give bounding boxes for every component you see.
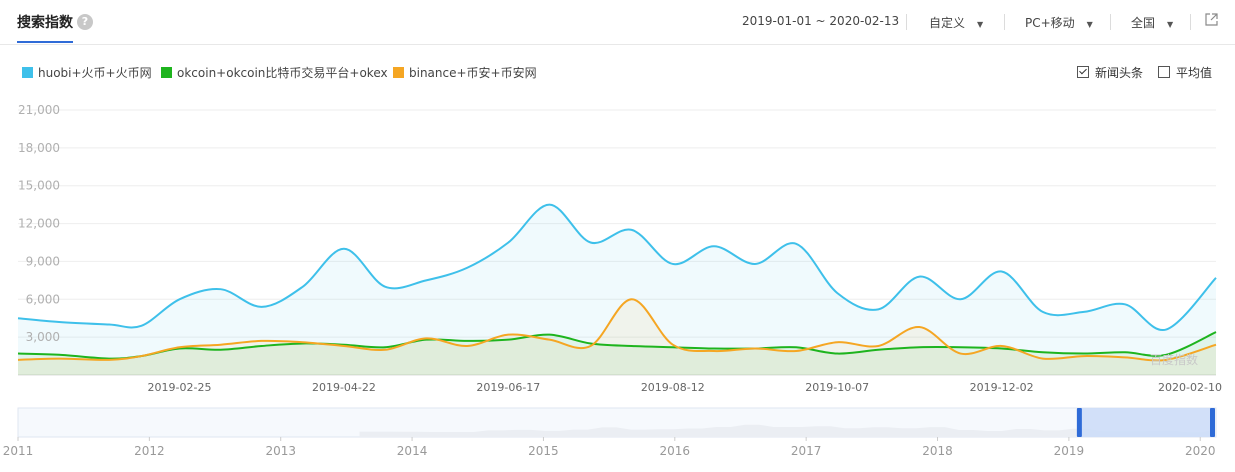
region-dropdown-label: 全国 bbox=[1131, 16, 1156, 30]
chart-grid bbox=[18, 109, 1216, 376]
legend-item-huobi[interactable]: huobi+火币+火币网 bbox=[22, 64, 152, 81]
navigator-overview bbox=[359, 424, 1216, 437]
navigator-year-label: 2020 bbox=[1185, 444, 1216, 458]
custom-dropdown[interactable]: 自定义 ▼ bbox=[929, 14, 983, 31]
navigator-year-label: 2012 bbox=[134, 444, 165, 458]
legend-swatch bbox=[22, 67, 33, 78]
navigator-selection[interactable] bbox=[1078, 408, 1213, 437]
y-tick-label: 18,000 bbox=[18, 141, 60, 155]
news-checkbox-label: 新闻头条 bbox=[1095, 66, 1144, 80]
legend-swatch bbox=[161, 67, 172, 78]
average-checkbox-label: 平均值 bbox=[1176, 66, 1213, 80]
date-range-selector[interactable]: 2019-01-01 ~ 2020-02-13 bbox=[742, 14, 899, 28]
legend-label: binance+币安+币安网 bbox=[409, 66, 537, 80]
news-checkbox[interactable]: 新闻头条 bbox=[1077, 64, 1143, 81]
external-link-icon[interactable] bbox=[1205, 13, 1218, 26]
legend-item-okcoin[interactable]: okcoin+okcoin比特币交易平台+okex bbox=[161, 64, 388, 81]
chart-areas bbox=[18, 204, 1216, 375]
navigator-right-handle[interactable] bbox=[1210, 408, 1215, 437]
y-tick-label: 12,000 bbox=[18, 217, 60, 231]
checkbox-checked-icon[interactable] bbox=[1077, 66, 1089, 78]
checkbox-empty-icon[interactable] bbox=[1158, 66, 1170, 78]
navigator-years: 2011 2012 2013 2014 2015 2016 2017 2018 2019 2020 bbox=[3, 437, 1216, 458]
navigator-year-label: 2011 bbox=[3, 444, 34, 458]
region-dropdown[interactable]: 全国 ▼ bbox=[1131, 14, 1173, 31]
chart-lines bbox=[17, 203, 1217, 362]
y-axis: 3,000 6,000 9,000 12,000 15,000 18,000 21,000 bbox=[18, 103, 60, 344]
y-tick-label: 21,000 bbox=[18, 103, 60, 117]
x-axis: 2019-02-25 2019-04-22 2019-06-17 2019-08-12… bbox=[148, 381, 1222, 394]
navigator-year-label: 2014 bbox=[397, 444, 428, 458]
y-tick-label: 15,000 bbox=[18, 179, 60, 193]
device-dropdown[interactable]: PC+移动 ▼ bbox=[1025, 14, 1093, 31]
date-range-label: 2019-01-01 ~ 2020-02-13 bbox=[742, 14, 900, 28]
average-checkbox[interactable]: 平均值 bbox=[1158, 64, 1212, 81]
x-tick-label: 2019-04-22 bbox=[312, 381, 376, 394]
y-tick-label: 9,000 bbox=[26, 254, 60, 268]
active-tab-indicator bbox=[17, 41, 73, 43]
legend-swatch bbox=[393, 67, 404, 78]
question-circle-icon[interactable]: ? bbox=[77, 14, 93, 30]
y-tick-label: 6,000 bbox=[26, 292, 60, 306]
x-tick-label: 2019-06-17 bbox=[476, 381, 540, 394]
x-tick-label: 2020-02-10 bbox=[1158, 381, 1222, 394]
custom-dropdown-label: 自定义 bbox=[929, 16, 966, 30]
x-tick-label: 2019-12-02 bbox=[970, 381, 1034, 394]
series-area-okcoin bbox=[18, 332, 1216, 375]
navigator-year-label: 2019 bbox=[1054, 444, 1085, 458]
series-line-okcoin[interactable] bbox=[17, 331, 1217, 360]
page-title[interactable]: 搜索指数 bbox=[17, 15, 73, 31]
watermark: 百度指数 bbox=[1150, 352, 1198, 367]
legend-label: huobi+火币+火币网 bbox=[38, 66, 152, 80]
header-divider bbox=[0, 44, 1235, 45]
navigator-year-label: 2017 bbox=[791, 444, 822, 458]
caret-down-icon: ▼ bbox=[1167, 20, 1174, 29]
navigator-year-label: 2016 bbox=[660, 444, 691, 458]
series-line-binance[interactable] bbox=[17, 298, 1217, 362]
caret-down-icon: ▼ bbox=[977, 20, 984, 29]
navigator-left-handle[interactable] bbox=[1076, 408, 1082, 437]
divider bbox=[1190, 14, 1191, 30]
navigator-year-label: 2018 bbox=[922, 444, 953, 458]
divider bbox=[1004, 14, 1005, 30]
x-tick-label: 2019-10-07 bbox=[805, 381, 869, 394]
series-line-huobi[interactable] bbox=[17, 203, 1217, 331]
caret-down-icon: ▼ bbox=[1086, 20, 1093, 29]
legend-label: okcoin+okcoin比特币交易平台+okex bbox=[177, 66, 388, 80]
x-tick-label: 2019-02-25 bbox=[148, 381, 212, 394]
divider bbox=[1110, 14, 1111, 30]
series-area-huobi bbox=[18, 204, 1216, 375]
legend-item-binance[interactable]: binance+币安+币安网 bbox=[393, 64, 537, 81]
x-tick-label: 2019-08-12 bbox=[641, 381, 705, 394]
series-area-binance bbox=[18, 299, 1216, 375]
device-dropdown-label: PC+移动 bbox=[1025, 16, 1075, 30]
y-tick-label: 3,000 bbox=[26, 330, 60, 344]
divider bbox=[906, 14, 907, 30]
navigator-year-label: 2015 bbox=[528, 444, 559, 458]
navigator-year-label: 2013 bbox=[265, 444, 296, 458]
